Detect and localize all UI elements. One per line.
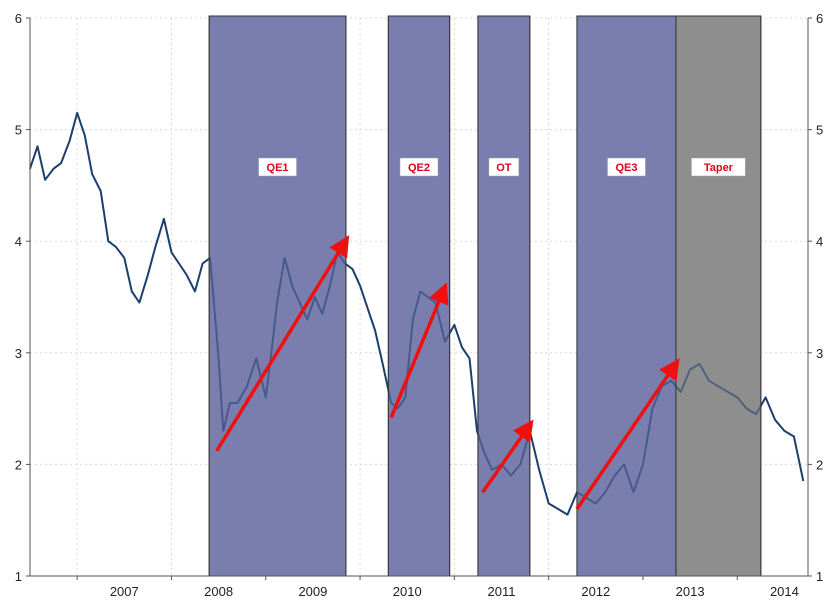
x-tick-label: 2012 (581, 584, 610, 599)
x-tick-label: 2007 (110, 584, 139, 599)
y-tick-label-right: 2 (816, 457, 823, 472)
band-veil (477, 15, 531, 577)
band-label-box (488, 157, 520, 177)
band-label-layer: QE1 QE2 OT QE3 Taper (258, 157, 746, 177)
band-veil (576, 15, 677, 577)
y-tick-label-left: 2 (15, 457, 22, 472)
y-tick-label-right: 3 (816, 346, 823, 361)
y-tick-label-right: 5 (816, 123, 823, 138)
y-tick-label-left: 4 (15, 234, 22, 249)
band-label: QE2 (408, 162, 430, 174)
band-label: Taper (704, 162, 734, 174)
x-tick-label: 2009 (298, 584, 327, 599)
axis-layer: 1 1 2 2 3 3 4 4 5 5 6 6 2007 2008 2009 2010 2011 2012 2013… (15, 11, 823, 599)
band-label-box (258, 157, 297, 177)
arrow-layer (215, 235, 680, 511)
band-veil (208, 15, 347, 577)
series-layer (29, 15, 805, 577)
x-tick-label: 2013 (676, 584, 705, 599)
y-tick-label-left: 3 (15, 346, 22, 361)
y-tick-label-left: 1 (15, 569, 22, 584)
y-tick-label-left: 5 (15, 123, 22, 138)
band-label: QE1 (267, 162, 289, 174)
band-layer (208, 15, 762, 577)
band-ot (477, 15, 531, 577)
band-label-box (399, 157, 439, 177)
trend-arrow (389, 282, 449, 419)
band-veil (387, 15, 451, 577)
series-line (29, 111, 805, 516)
y-tick-label-right: 6 (816, 11, 823, 26)
y-tick-label-right: 4 (816, 234, 823, 249)
band-taper (675, 15, 762, 577)
x-tick-label: 2010 (393, 584, 422, 599)
x-tick-label: 2008 (204, 584, 233, 599)
trend-arrow (575, 358, 680, 511)
trend-arrow (481, 419, 534, 494)
band-label: OT (496, 162, 512, 174)
x-tick-label: 2014 (770, 584, 799, 599)
trend-arrow (215, 235, 350, 452)
y-tick-label-right: 1 (816, 569, 823, 584)
band-label-box (691, 157, 746, 177)
band-veil (675, 15, 762, 577)
band-label: QE3 (615, 162, 637, 174)
y-tick-label-left: 6 (15, 11, 22, 26)
x-tick-label: 2011 (488, 584, 516, 599)
band-label-box (607, 157, 646, 177)
